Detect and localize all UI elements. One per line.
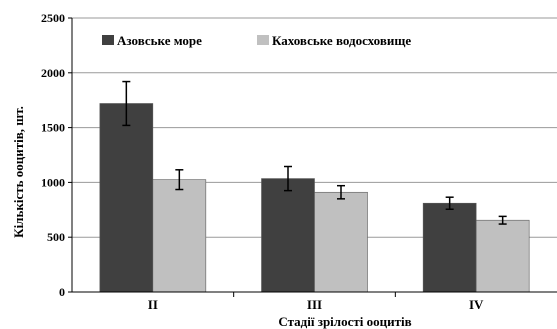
legend: Азовське море Каховське водосховище [102, 33, 411, 48]
legend-label-kakhovka: Каховське водосховище [272, 33, 411, 48]
bar-II-series-1 [152, 179, 207, 293]
x-axis-title: Стадії зрілості ооцитів [278, 314, 411, 329]
bars [99, 80, 530, 293]
legend-label-azov: Азовське море [117, 33, 202, 48]
bar-II-series-0 [99, 103, 154, 293]
y-tick-label: 2000 [41, 66, 65, 80]
y-tick-label: 500 [47, 230, 65, 244]
bar-IV-series-1 [475, 219, 530, 293]
y-axis-title: Кількість ооцитів, шт. [11, 106, 26, 238]
legend-swatch-kakhovka [257, 35, 269, 45]
y-tick-label: 1000 [41, 175, 65, 189]
bar-III-series-1 [314, 191, 368, 293]
category-label-IV: IV [469, 297, 484, 312]
legend-swatch-azov [102, 35, 114, 45]
y-tick-label: 2500 [41, 11, 65, 25]
bar-III-series-0 [261, 178, 315, 293]
bar-IV-series-0 [422, 202, 477, 293]
category-label-III: III [307, 297, 322, 312]
y-tick-label: 0 [59, 285, 65, 299]
category-label-II: II [148, 297, 158, 312]
y-tick-label: 1500 [41, 121, 65, 135]
